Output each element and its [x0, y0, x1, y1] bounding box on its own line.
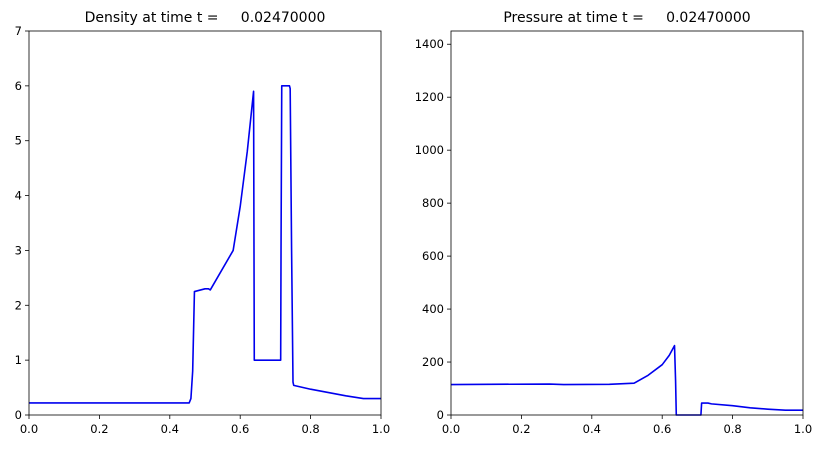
plot-frame [450, 30, 804, 416]
y-tick-label: 1000 [415, 143, 444, 157]
x-tick-label: 0.0 [20, 422, 38, 436]
y-tick-label: 800 [422, 196, 444, 210]
y-tick-label: 4 [15, 189, 22, 203]
y-tick-label: 0 [15, 408, 22, 422]
x-tick-label: 0.8 [723, 422, 741, 436]
x-tick-label: 0.2 [90, 422, 108, 436]
x-tick-label: 0.4 [583, 422, 601, 436]
chart-2: 0.0 0.2 0.4 0.6 0.8 1.0 0 200 400 600 800 1000 1200 1… [415, 10, 812, 436]
x-tick-label: 0.6 [231, 422, 249, 436]
chart-title: Pressure at time t = 0.02470000 [503, 10, 750, 26]
y-tick-label: 7 [15, 24, 22, 38]
y-tick-label: 1 [15, 353, 22, 367]
y-tick-label: 400 [422, 302, 444, 316]
series-line-1 [29, 85, 381, 404]
x-tick-label: 0.2 [512, 422, 530, 436]
y-tick-label: 0 [437, 408, 444, 422]
y-tick-label: 3 [15, 243, 22, 257]
x-tick-label: 0.8 [301, 422, 319, 436]
y-tick-label: 5 [15, 134, 22, 148]
y-tick-label: 1400 [415, 37, 444, 51]
x-tick-label: 0.6 [653, 422, 671, 436]
plot-frame [28, 30, 382, 416]
x-tick-label: 1.0 [794, 422, 812, 436]
y-tick-label: 200 [422, 355, 444, 369]
x-tick-label: 1.0 [372, 422, 390, 436]
y-tick-label: 1200 [415, 90, 444, 104]
y-tick-label: 2 [15, 298, 22, 312]
y-tick-label: 600 [422, 249, 444, 263]
chart-1: 0.0 0.2 0.4 0.6 0.8 1.0 0 1 2 3 4 5 6 7 Density at tim… [15, 10, 390, 436]
chart-title: Density at time t = 0.02470000 [85, 10, 326, 26]
x-tick-label: 0.4 [161, 422, 179, 436]
x-tick-label: 0.0 [442, 422, 460, 436]
series-line-1 [450, 344, 803, 416]
y-tick-label: 6 [15, 79, 22, 93]
